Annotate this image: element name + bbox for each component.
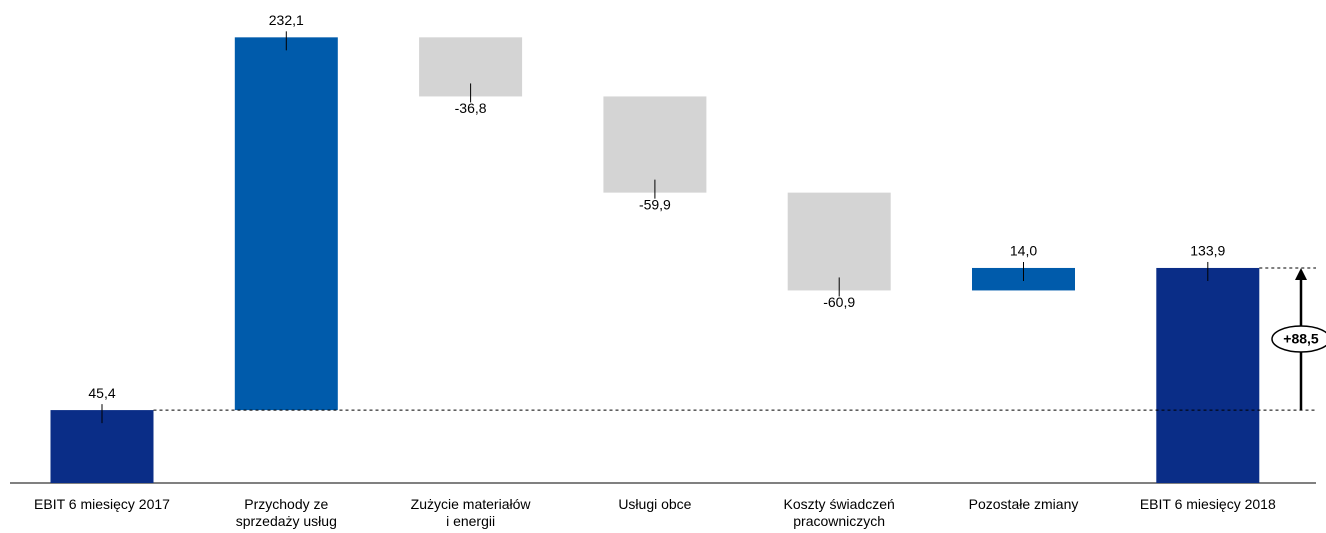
bar [787, 192, 891, 291]
x-tick-label: EBIT 6 miesięcy 2017 [34, 496, 170, 512]
bar [1156, 267, 1260, 483]
value-label: 45,4 [88, 385, 115, 401]
x-tick-label: Zużycie materiałów i energii [410, 496, 531, 529]
bar [603, 96, 707, 193]
annotation-label: +88,5 [1283, 331, 1319, 347]
arrow-head [1295, 267, 1307, 280]
x-tick-label: Przychody ze sprzedaży usług [235, 496, 337, 529]
x-tick-label: EBIT 6 miesięcy 2018 [1139, 496, 1276, 512]
value-label: -60,9 [823, 294, 855, 310]
value-label: -36,8 [455, 100, 487, 116]
x-tick-label: Pozostałe zmiany [968, 496, 1079, 512]
bar [234, 37, 338, 411]
value-label: 133,9 [1190, 243, 1225, 259]
value-label: 232,1 [269, 12, 304, 28]
annotation-badge [1271, 325, 1326, 353]
x-tick-label: Usługi obce [618, 496, 692, 512]
value-label: -59,9 [639, 196, 671, 212]
x-tick-label: Koszty świadczeń pracowniczych [783, 496, 895, 529]
value-label: 14,0 [1010, 243, 1037, 259]
